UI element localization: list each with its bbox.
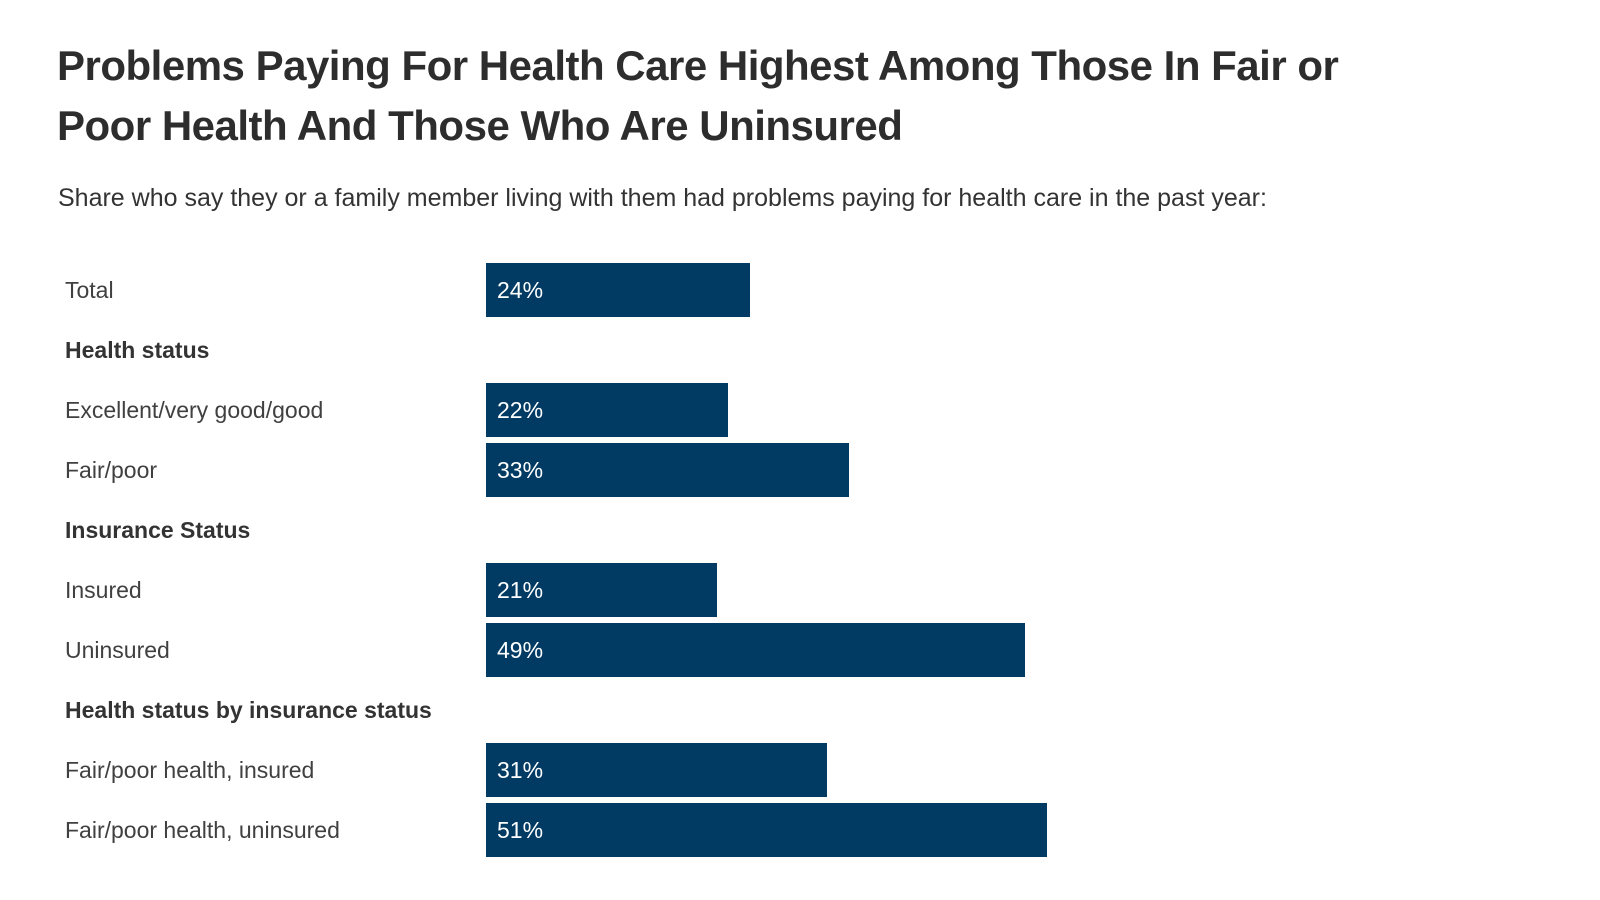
- chart-row: Total 24%: [57, 260, 1547, 320]
- category-label: Fair/poor health, insured: [65, 756, 315, 783]
- bar-value-label: 22%: [497, 396, 544, 423]
- bar-value-label: 21%: [497, 576, 544, 603]
- bar-excellent-very-good-good[interactable]: 22%: [486, 383, 728, 437]
- chart-row: Fair/poor health, uninsured 51%: [57, 800, 1547, 860]
- bar-insured[interactable]: 21%: [486, 563, 717, 617]
- chart-row: Insured 21%: [57, 560, 1547, 620]
- bar-total[interactable]: 24%: [486, 263, 750, 317]
- chart-title-line-1: Problems Paying For Health Care Highest …: [57, 42, 1339, 89]
- section-header: Health status by insurance status: [65, 696, 432, 723]
- category-label: Uninsured: [65, 636, 170, 663]
- bar-fair-poor-health-insured[interactable]: 31%: [486, 743, 827, 797]
- chart-row: Health status by insurance status: [57, 680, 1547, 740]
- chart-title: Problems Paying For Health Care Highest …: [57, 36, 1537, 156]
- section-header: Health status: [65, 336, 210, 363]
- bar-value-label: 49%: [497, 636, 544, 663]
- chart-subtitle: Share who say they or a family member li…: [58, 184, 1267, 212]
- category-label: Fair/poor: [65, 456, 158, 483]
- bar-fair-poor[interactable]: 33%: [486, 443, 849, 497]
- bar-value-label: 24%: [497, 276, 544, 303]
- chart-row: Fair/poor 33%: [57, 440, 1547, 500]
- bar-uninsured[interactable]: 49%: [486, 623, 1025, 677]
- chart-row: Fair/poor health, insured 31%: [57, 740, 1547, 800]
- category-label: Insured: [65, 576, 142, 603]
- bar-value-label: 31%: [497, 756, 544, 783]
- chart-row: Uninsured 49%: [57, 620, 1547, 680]
- chart-row: Insurance Status: [57, 500, 1547, 560]
- category-label: Excellent/very good/good: [65, 396, 324, 423]
- bar-chart: Total 24% Health status Excellent/very good…: [57, 260, 1547, 860]
- bar-fair-poor-health-uninsured[interactable]: 51%: [486, 803, 1047, 857]
- category-label: Total: [65, 276, 114, 303]
- bar-value-label: 51%: [497, 816, 544, 843]
- chart-row: Excellent/very good/good 22%: [57, 380, 1547, 440]
- chart-row: Health status: [57, 320, 1547, 380]
- bar-value-label: 33%: [497, 456, 544, 483]
- chart-title-line-2: Poor Health And Those Who Are Uninsured: [57, 102, 903, 149]
- category-label: Fair/poor health, uninsured: [65, 816, 340, 843]
- section-header: Insurance Status: [65, 516, 251, 543]
